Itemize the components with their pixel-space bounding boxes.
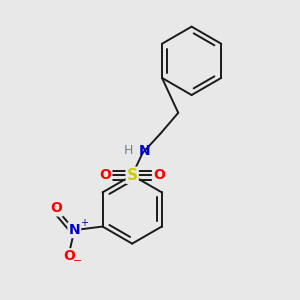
Text: O: O xyxy=(153,168,165,182)
Text: O: O xyxy=(63,249,75,263)
Text: S: S xyxy=(127,168,138,183)
Text: N: N xyxy=(139,144,151,158)
Text: H: H xyxy=(124,143,133,157)
Text: O: O xyxy=(100,168,111,182)
Text: N: N xyxy=(68,223,80,237)
Text: +: + xyxy=(80,218,88,228)
Text: −: − xyxy=(73,256,83,266)
Text: O: O xyxy=(51,201,62,215)
